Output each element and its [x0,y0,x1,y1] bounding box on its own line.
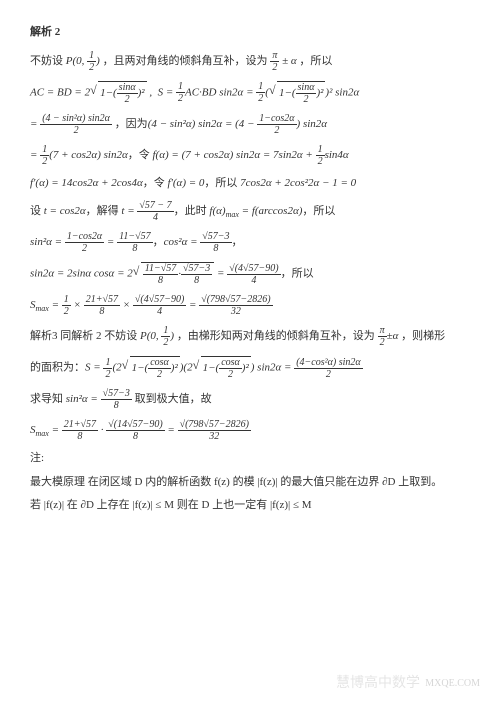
sol3-prefix: 解析3 同解析 2 不妨设 [30,330,137,342]
equation-5: 设 t = cos2α，解得 t = √57 − 74，此时 f(α)max =… [30,200,470,223]
intro-line: 不妨设 P(0, 12) ，且两对角线的倾斜角互补，设为 π2 ± α ，所以 [30,50,470,73]
equation-7: sin2α = 2sinα cosα = 211−√578·√57−38 = √… [30,262,470,286]
sol3-end: ，则梯形 [401,330,445,342]
equation-4: f'(α) = 14cos2α + 2cos4α，令 f'(α) = 0，所以 … [30,175,470,193]
equation-6: sin²α = 1−cos2α2 = 11−√578，cos²α = √57−3… [30,231,470,254]
intro-angle: π2 ± α [270,55,296,67]
intro-prefix: 不妨设 [30,55,63,67]
intro-suffix: ，且两对角线的倾斜角互补，设为 [103,55,268,67]
equation-2: = (4 − sin²α) sin2α2 ，因为(4 − sin²α) sin2… [30,113,470,136]
sol3-mid: ，由梯形知两对角线的倾斜角互补，设为 [177,330,375,342]
sol3-angle: π2±α [378,330,399,342]
note-line-2: 若 |f(z)| 在 ∂D 上存在 |f(z)| ≤ M 则在 D 上也一定有 … [30,497,470,515]
solution3-intro: 解析3 同解析 2 不妨设 P(0, 12) ，由梯形知两对角线的倾斜角互补，设… [30,325,470,348]
watermark-url: MXQE.COM [425,676,480,692]
equation-1: AC = BD = 21−(sinα2)² , S = 12AC·BD sin2… [30,81,470,105]
equation-10: 求导知 sin²α = √57−38 取到极大值，故 [30,388,470,411]
sol3-point: P(0, 12) [140,330,174,342]
equation-8: Smax = 12 × 21+√578 × √(4√57−90)4 = √(79… [30,294,470,317]
note-line-1: 最大模原理 在闭区域 D 内的解析函数 f(z) 的模 |f(z)| 的最大值只… [30,474,470,492]
equation-9: 的面积为：S = 12(21−(cosα2)²)(21−(cosα2)²) si… [30,356,470,380]
watermark-logo: 慧博高中数学 [336,673,420,695]
intro-point: P(0, 12) [66,55,100,67]
solution-heading: 解析 2 [30,24,470,42]
intro-end: ，所以 [299,55,332,67]
equation-11: Smax = 21+√578 · √(14√57−90)8 = √(798√57… [30,419,470,442]
equation-3: = 12(7 + cos2α) sin2α，令 f(α) = (7 + cos2… [30,144,470,167]
note-heading: 注: [30,450,470,468]
